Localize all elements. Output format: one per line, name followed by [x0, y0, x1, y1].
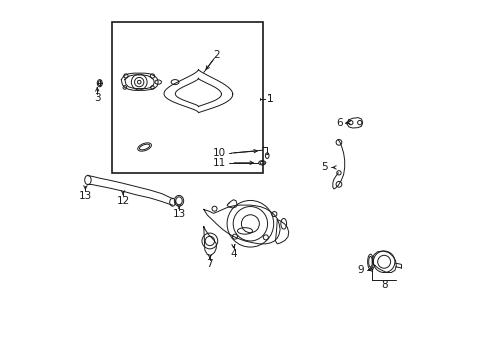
Text: 10: 10 [213, 148, 226, 158]
Bar [112, 22, 263, 173]
Text: 13: 13 [79, 191, 92, 201]
Text: 5: 5 [321, 162, 328, 172]
Text: 8: 8 [381, 280, 388, 290]
Text: 3: 3 [94, 93, 100, 103]
Text: 2: 2 [214, 50, 220, 60]
Text: 11: 11 [213, 158, 226, 168]
Text: 13: 13 [172, 210, 186, 220]
Text: 12: 12 [117, 196, 130, 206]
Text: 4: 4 [230, 248, 237, 258]
Text: 1: 1 [267, 94, 274, 104]
Text: 6: 6 [336, 118, 343, 128]
Text: 7: 7 [207, 259, 213, 269]
Text: 1: 1 [267, 94, 274, 104]
Text: 9: 9 [357, 265, 364, 275]
